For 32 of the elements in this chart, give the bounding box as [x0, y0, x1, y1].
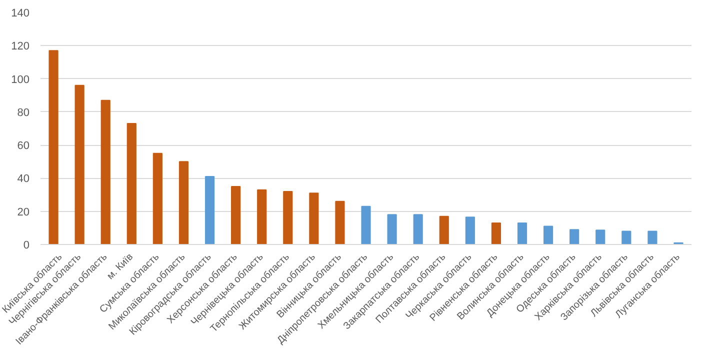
- bar: [48, 50, 58, 244]
- bar: [204, 176, 215, 244]
- bar: [309, 192, 319, 244]
- y-tick-label: 60: [17, 140, 30, 152]
- y-tick-label: 80: [17, 106, 30, 119]
- bar: [491, 222, 501, 244]
- y-tick-label: 20: [17, 206, 30, 218]
- bar: [152, 152, 162, 244]
- bar: [413, 214, 423, 244]
- y-tick-label: 0: [23, 240, 30, 252]
- y-tick-label: 100: [11, 74, 30, 86]
- bar: [387, 214, 397, 244]
- bar: [100, 100, 110, 244]
- bar: [335, 200, 345, 244]
- bar: [648, 230, 658, 244]
- y-tick-label: 120: [11, 40, 30, 53]
- y-tick-label: 140: [11, 8, 30, 20]
- bar: [517, 222, 528, 244]
- bar: [361, 206, 371, 244]
- bar: [622, 230, 632, 244]
- bar: [596, 230, 606, 244]
- bar: [74, 84, 84, 244]
- bar: [283, 190, 293, 244]
- bar: [231, 186, 241, 244]
- bar: [126, 123, 136, 244]
- y-tick-label: 40: [17, 173, 30, 186]
- bar: [465, 216, 475, 244]
- bar: [570, 229, 580, 244]
- bar: [439, 216, 449, 244]
- bar: [543, 226, 554, 244]
- bar: [257, 189, 267, 244]
- bar: [178, 161, 189, 244]
